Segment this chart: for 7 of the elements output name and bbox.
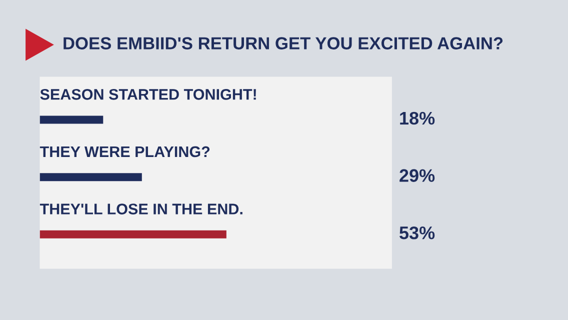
- data-label: 53%: [400, 226, 435, 240]
- data-label: 18%: [400, 112, 435, 125]
- y-tick-label: THEY'LL LOSE IN THE END.: [40, 204, 242, 214]
- data-label: 29%: [400, 169, 435, 182]
- chart-title: DOES EMBIID'S RETURN GET YOU EXCITED AGAIN?: [64, 37, 503, 50]
- y-tick-label: SEASON STARTED TONIGHT!: [40, 88, 256, 100]
- y-tick-label: THEY WERE PLAYING?: [40, 146, 210, 158]
